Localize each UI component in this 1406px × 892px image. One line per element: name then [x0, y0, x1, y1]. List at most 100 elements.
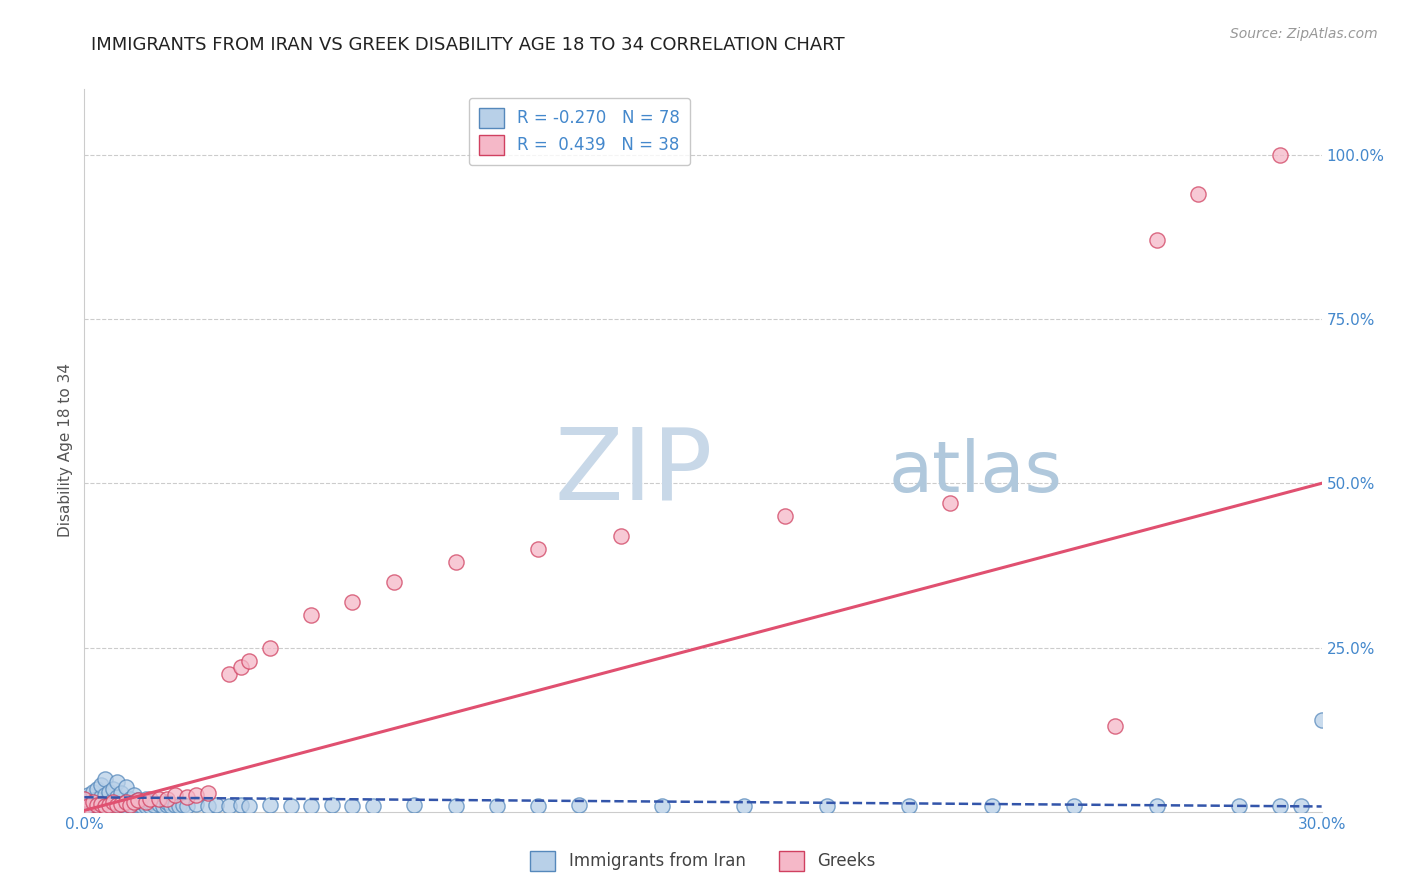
Point — [86, 799, 108, 814]
Point — [152, 799, 174, 814]
Point — [184, 797, 207, 811]
Text: ZIP: ZIP — [554, 424, 713, 521]
Point — [90, 790, 112, 805]
Point — [127, 798, 149, 813]
Point — [118, 798, 141, 813]
Point — [218, 666, 240, 681]
Point — [114, 795, 136, 809]
Point — [259, 640, 281, 655]
Point — [156, 798, 179, 813]
Point — [160, 799, 183, 814]
Point — [105, 798, 128, 813]
Point — [1289, 799, 1312, 814]
Text: atlas: atlas — [889, 438, 1063, 507]
Point — [86, 798, 108, 813]
Point — [527, 799, 550, 814]
Point — [299, 607, 322, 622]
Point — [127, 793, 149, 807]
Point — [205, 798, 228, 813]
Point — [197, 786, 219, 800]
Point — [775, 509, 797, 524]
Point — [148, 791, 170, 805]
Point — [98, 798, 121, 813]
Point — [1063, 799, 1085, 814]
Point — [82, 785, 104, 799]
Point — [114, 795, 136, 809]
Point — [1104, 719, 1126, 733]
Point — [898, 799, 921, 814]
Text: Source: ZipAtlas.com: Source: ZipAtlas.com — [1230, 27, 1378, 41]
Point — [382, 574, 405, 589]
Point — [90, 797, 112, 811]
Point — [165, 789, 187, 803]
Point — [238, 654, 260, 668]
Point — [1270, 148, 1292, 162]
Point — [156, 791, 179, 805]
Point — [527, 541, 550, 556]
Point — [82, 795, 104, 809]
Point — [122, 795, 145, 809]
Point — [568, 798, 591, 813]
Point — [143, 798, 166, 813]
Point — [77, 799, 100, 814]
Point — [197, 799, 219, 814]
Point — [82, 798, 104, 813]
Point — [733, 799, 755, 814]
Point — [94, 772, 117, 786]
Point — [184, 789, 207, 803]
Point — [135, 799, 157, 814]
Point — [1227, 799, 1250, 814]
Y-axis label: Disability Age 18 to 34: Disability Age 18 to 34 — [58, 363, 73, 538]
Point — [815, 799, 838, 814]
Point — [485, 799, 508, 814]
Point — [172, 798, 194, 813]
Point — [114, 780, 136, 794]
Point — [609, 529, 631, 543]
Point — [218, 799, 240, 814]
Point — [176, 790, 198, 805]
Point — [444, 799, 467, 814]
Point — [1187, 187, 1209, 202]
Point — [1270, 799, 1292, 814]
Point — [118, 798, 141, 813]
Point — [103, 799, 125, 814]
Point — [148, 797, 170, 811]
Point — [86, 791, 108, 805]
Point — [77, 795, 100, 809]
Point — [131, 799, 153, 814]
Point — [165, 798, 187, 813]
Point — [1146, 233, 1168, 247]
Point — [135, 795, 157, 809]
Point — [110, 797, 132, 811]
Point — [404, 798, 426, 813]
Point — [103, 795, 125, 809]
Point — [98, 798, 121, 813]
Point — [229, 660, 252, 674]
Point — [139, 799, 162, 814]
Point — [1310, 713, 1333, 727]
Point — [229, 798, 252, 813]
Point — [103, 793, 125, 807]
Point — [77, 789, 100, 803]
Point — [105, 790, 128, 805]
Point — [1146, 799, 1168, 814]
Point — [176, 799, 198, 814]
Legend: R = -0.270   N = 78, R =  0.439   N = 38: R = -0.270 N = 78, R = 0.439 N = 38 — [468, 97, 690, 165]
Point — [299, 799, 322, 814]
Point — [105, 797, 128, 811]
Point — [98, 785, 121, 799]
Point — [444, 555, 467, 569]
Point — [238, 799, 260, 814]
Point — [342, 799, 364, 814]
Point — [110, 786, 132, 800]
Point — [82, 793, 104, 807]
Point — [321, 798, 343, 813]
Point — [122, 799, 145, 814]
Point — [342, 594, 364, 608]
Point — [90, 779, 112, 793]
Point — [135, 791, 157, 805]
Point — [156, 795, 179, 809]
Point — [110, 798, 132, 813]
Point — [73, 791, 96, 805]
Point — [122, 789, 145, 803]
